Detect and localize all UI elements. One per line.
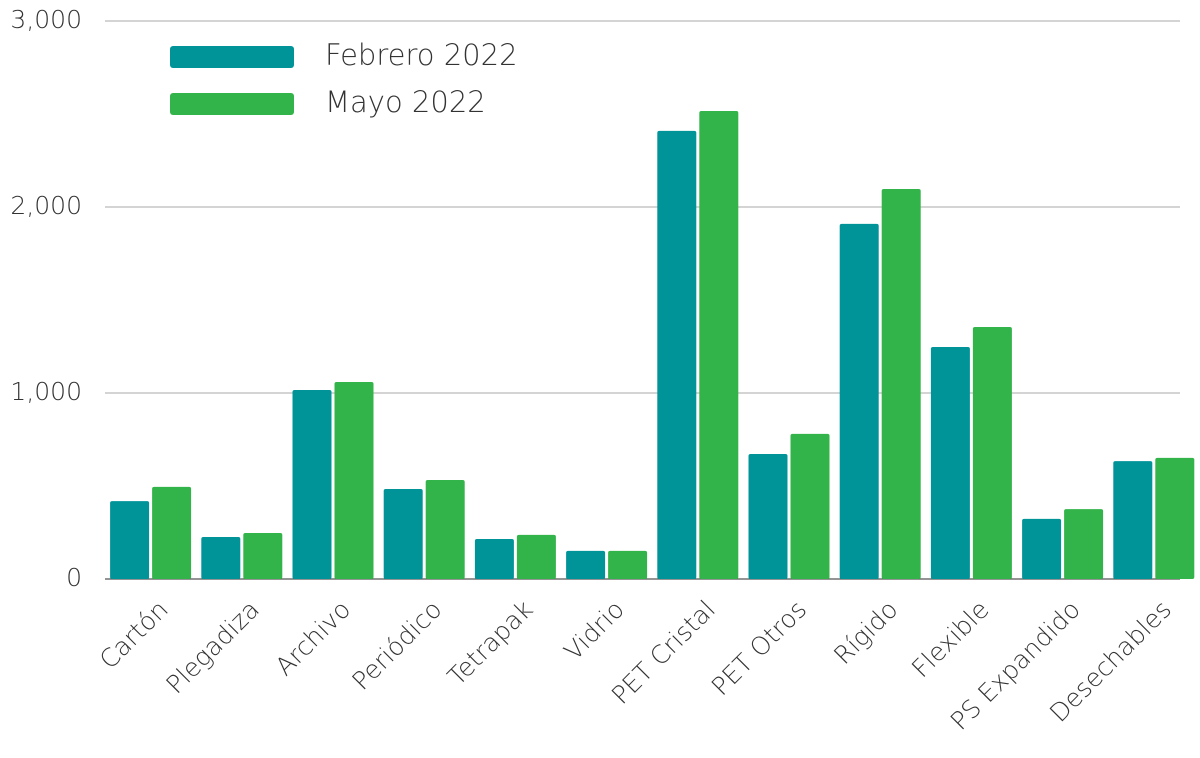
bar — [566, 550, 606, 579]
x-tick-label: Archivo — [270, 595, 357, 682]
bar — [1064, 509, 1104, 579]
y-tick-label: 3,000 — [10, 5, 82, 34]
bar — [383, 488, 423, 579]
bar — [839, 223, 879, 579]
bar — [608, 550, 648, 579]
bar — [110, 501, 150, 579]
bar — [292, 390, 332, 579]
bar — [516, 534, 556, 579]
x-tick-label: PET Otros — [706, 595, 813, 702]
x-tick-label: Cartón — [94, 595, 174, 675]
bar — [334, 382, 374, 579]
y-tick-label: 1,000 — [10, 377, 82, 406]
legend-swatch — [170, 46, 294, 68]
bar — [474, 539, 514, 579]
legend-swatch — [170, 93, 294, 115]
bar — [425, 480, 465, 579]
x-tick-label: Plegadiza — [160, 595, 265, 700]
bar — [790, 433, 830, 579]
x-tick-label: Periódico — [346, 595, 447, 696]
bar — [699, 111, 739, 580]
bar — [881, 188, 921, 579]
bar — [1022, 518, 1062, 579]
y-tick-label: 0 — [66, 563, 82, 592]
x-tick-label: Vidrio — [558, 595, 629, 666]
bar — [152, 486, 192, 579]
x-tick-label: Tetrapak — [442, 595, 539, 692]
y-tick-label: 2,000 — [10, 191, 82, 220]
legend-label: Mayo 2022 — [325, 85, 486, 119]
bar — [1113, 461, 1153, 579]
bar — [243, 533, 283, 579]
legend-label: Febrero 2022 — [325, 38, 518, 72]
bar — [748, 454, 788, 579]
bar — [972, 326, 1012, 579]
bar — [1155, 457, 1195, 579]
bar — [657, 130, 697, 579]
x-tick-label: Rígido — [828, 595, 903, 670]
x-tick-label: Flexible — [906, 595, 995, 684]
bar — [930, 347, 970, 579]
bar — [201, 536, 241, 579]
